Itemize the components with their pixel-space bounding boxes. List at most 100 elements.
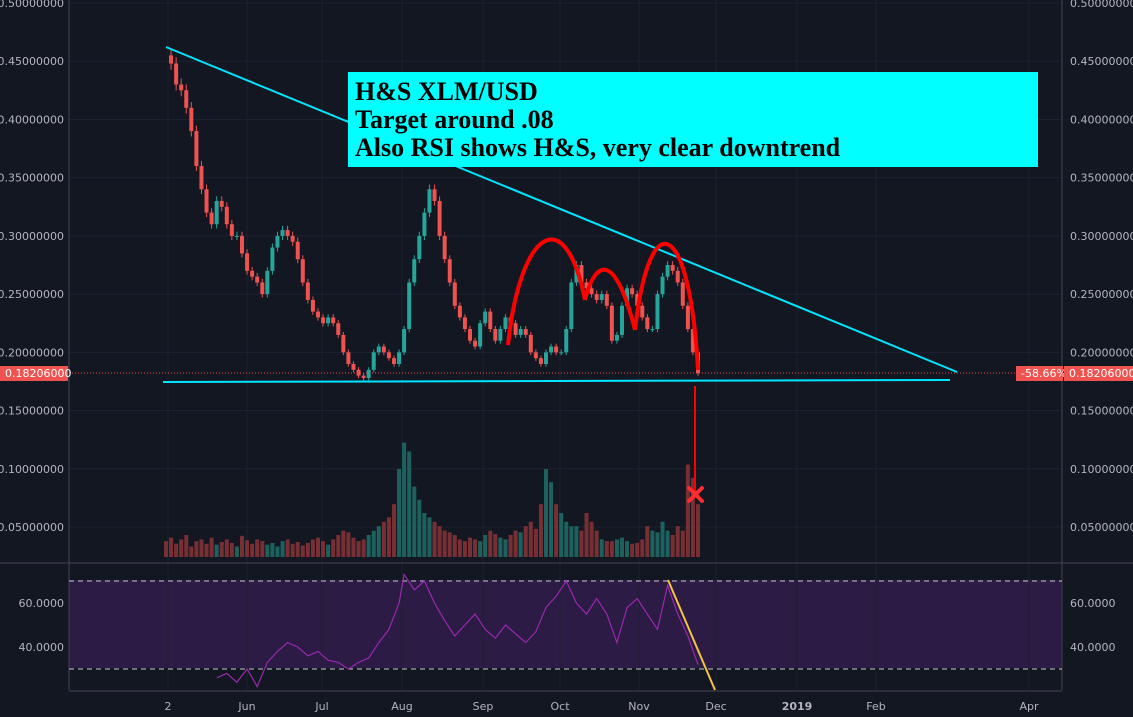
volume-bar [164,541,168,557]
candle-body [412,259,417,283]
volume-bar [305,542,310,557]
candle-body [265,270,270,295]
volume-bar [452,535,457,557]
candle-body [184,90,189,108]
volume-bar [356,541,361,557]
volume-bar [204,543,209,557]
candle-body [260,282,265,295]
volume-bar [371,530,376,557]
volume-bar [417,499,422,557]
current-price-badge-right: -58.66% 0.18206000 [1016,366,1133,381]
candle-body [169,55,174,64]
candle-body [594,294,599,300]
volume-bar [351,537,356,557]
volume-bar [229,542,234,557]
candle-body [680,282,685,306]
candle-body [452,282,457,306]
volume-bar [437,526,442,557]
support-trendline [162,379,951,383]
candle-body [376,346,381,353]
time-tick-label: Sep [473,700,494,713]
volume-bar [670,535,675,557]
candle-body [331,317,336,324]
change-percent: -58.66% [1021,367,1067,380]
volume-bar [528,521,533,557]
time-tick-label: Nov [628,700,650,713]
volume-bar [240,535,244,557]
candle-body [361,375,366,378]
candle-body [493,329,498,341]
volume-bar [478,541,483,557]
volume-bar [316,537,320,557]
price-tick-label: 0.25000000 [1070,288,1133,301]
volume-bar [523,526,528,557]
volume-bar [569,526,574,557]
candle-body [229,224,234,236]
candle-body [655,294,660,330]
volume-bar [412,486,417,557]
candle-body [305,282,310,300]
time-tick-label: Dec [705,700,726,713]
annotation-line-1: H&S XLM/USD [355,77,538,106]
price-tick-label: 0.30000000 [0,230,64,243]
candle-body [473,340,478,347]
candle-body [579,265,584,283]
volume-bar [397,469,402,557]
price-tick-label: 0.25000000 [0,288,64,301]
target-x-icon [687,486,704,503]
price-candles [169,49,700,381]
candle-body [599,294,604,300]
candle-body [351,363,356,370]
left-price-axis: 0.50000000 0.45000000 0.40000000 0.35000000… [0,0,64,534]
price-tick-label: 0.30000000 [1070,230,1133,243]
price-tick-label: 0.10000000 [0,463,64,476]
price-tick-label: 0.05000000 [1070,521,1133,534]
price-tick-label: 0.20000000 [0,346,64,359]
volume-bar [219,542,224,557]
candle-body [665,265,670,277]
time-axis: 2 Jun Jul Aug Sep Oct Nov Dec 2019 Feb Apr [165,700,1039,713]
volume-bar [250,543,255,557]
candle-body [559,352,564,354]
candle-body [569,282,574,330]
candle-body [250,270,255,277]
candle-body [645,317,650,330]
volume-bar [645,526,650,557]
volume-bar [381,521,386,557]
volume-bar [260,541,265,557]
volume-bar [285,539,290,557]
volume-bar [447,532,452,557]
rsi-axis: 60.0000 60.0000 40.0000 40.0000 [19,597,1116,654]
price-tick-label: 0.45000000 [1070,55,1133,68]
candle-body [280,230,285,236]
price-tick-label: 0.40000000 [0,113,64,126]
head-arc [633,242,700,371]
annotation-line-2: Target around .08 [355,105,554,134]
candle-body [397,352,402,364]
candle-body [630,288,635,295]
candle-body [670,265,675,271]
volume-bar [457,539,462,557]
price-tick-label: 0.40000000 [1070,113,1133,126]
candle-body [270,247,275,271]
volume-bar [503,539,508,557]
volume-bar [620,537,624,557]
volume-bar [224,539,229,557]
volume-bar [184,535,189,557]
volume-bar [614,539,619,557]
price-tick-label: 0.10000000 [1070,463,1133,476]
volume-bar [594,530,599,557]
candle-body [478,323,483,347]
volume-bar [660,521,665,557]
volume-bar [640,539,645,557]
current-price-right: 0.18206000 [1069,367,1133,380]
volume-bar [538,504,543,557]
candle-body [544,352,548,364]
volume-bar [270,542,275,557]
candle-body [179,84,184,91]
candle-body [503,317,508,330]
candle-body [685,305,690,330]
volume-bar [675,526,680,557]
candle-body [538,358,543,364]
volume-bar [209,537,214,557]
